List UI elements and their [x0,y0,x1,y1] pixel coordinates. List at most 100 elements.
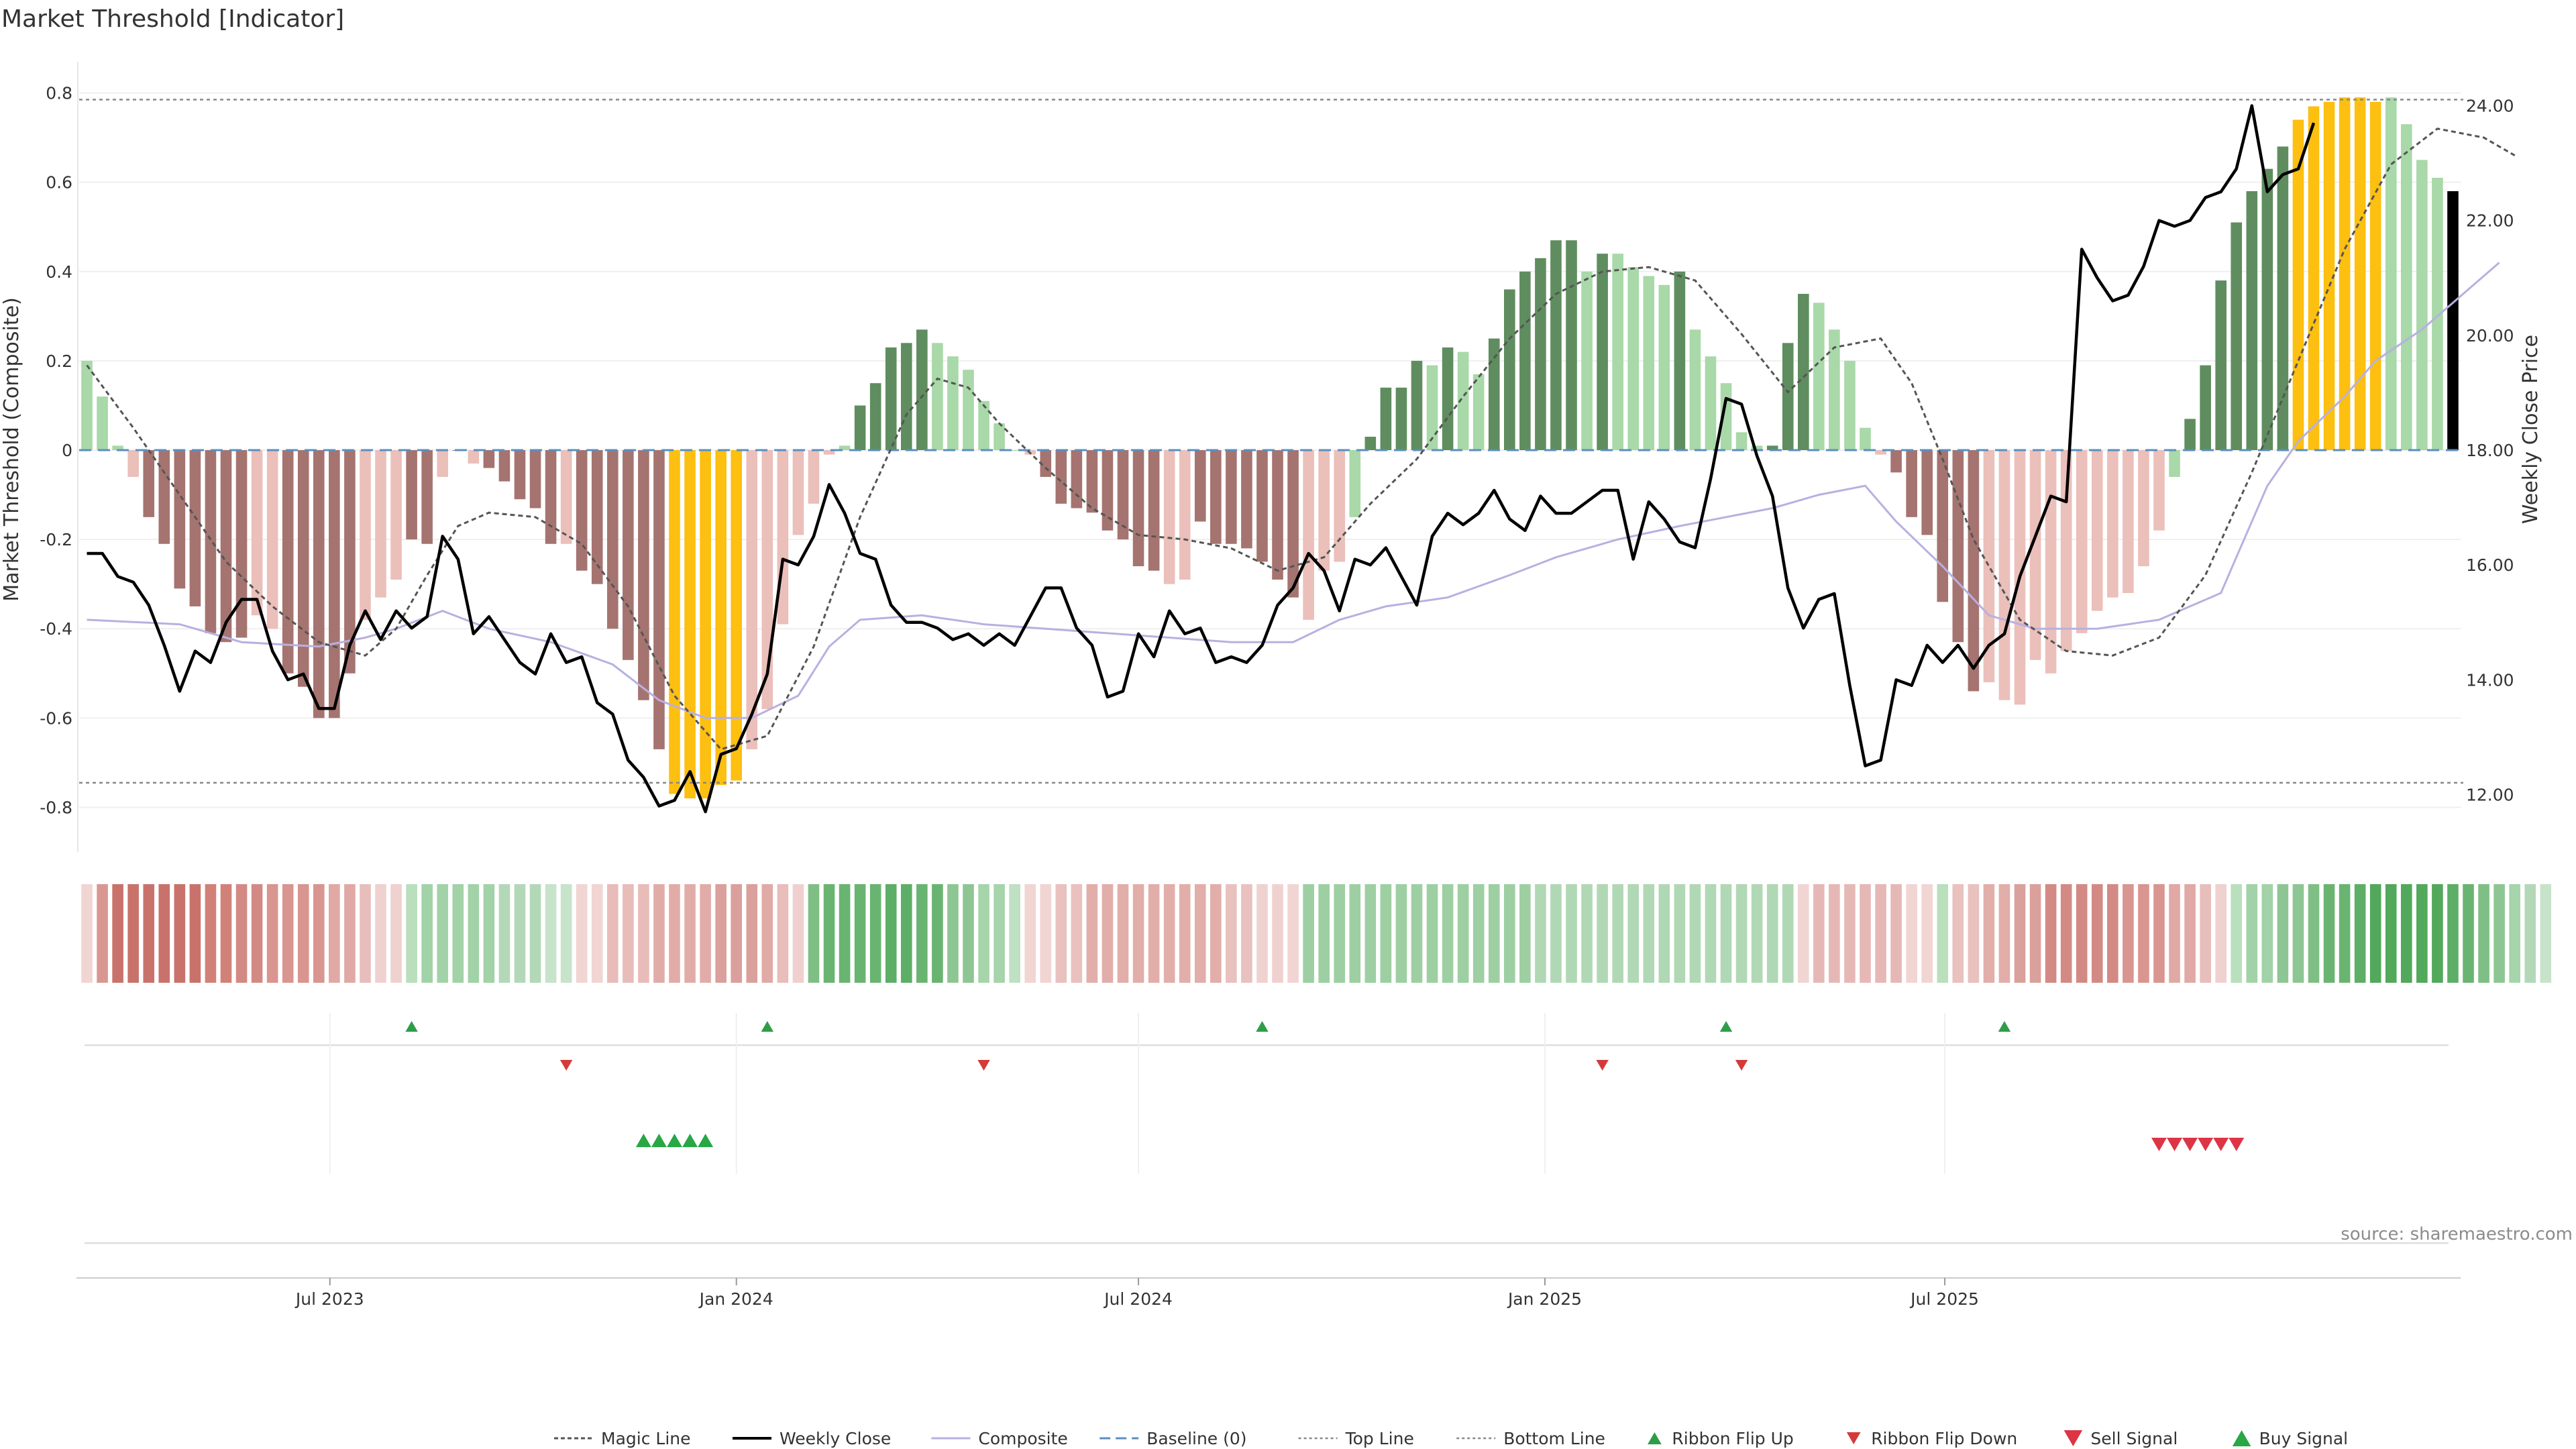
composite-bar [282,450,294,674]
ribbon-cell [792,884,804,983]
composite-bar [97,396,108,450]
composite-bar [916,329,928,450]
composite-bar [1256,450,1268,562]
ribbon-cell [2029,884,2041,983]
y-left-tick-label: -0.4 [40,619,72,639]
composite-bar [2277,146,2289,450]
ribbon-cell [1921,884,1933,983]
ribbon-cell [1550,884,1562,983]
ribbon-cell [97,884,108,983]
ribbon-cell [220,884,232,983]
x-tick-label: Jul 2024 [1103,1289,1173,1309]
composite-bar [1674,271,1686,450]
ribbon-cell [2339,884,2351,983]
ribbon-cell [545,884,557,983]
composite-bar [1071,450,1083,508]
ribbon-flip-up-marker [761,1021,774,1032]
composite-bar [406,450,417,540]
weekly-close-line [87,104,2316,814]
ribbon-cell [1998,884,2010,983]
composite-bar [2045,450,2057,674]
composite-bar [1272,450,1283,580]
ribbon-cell [1426,884,1438,983]
y-right-tick-label: 18.00 [2466,441,2514,460]
composite-bar [715,450,727,786]
ribbon-cell [1782,884,1794,983]
composite-bar [2091,450,2103,611]
composite-bar [1983,450,1995,683]
composite-bar [1689,329,1701,450]
axes: 0.8 0.6 0.4 0.2 0 -0.2 -0.4 -0.6 -0.8 24.00 22.00 2… [40,62,2514,852]
composite-bar [1643,276,1655,450]
ribbon-cell [947,884,959,983]
ribbon-cell [746,884,758,983]
composite-bar [437,450,449,477]
ribbon-cell [2153,884,2165,983]
x-axis: Jul 2023 Jan 2024 Jul 2024 Jan 2025 Jul 2025 [76,1277,2461,1309]
ribbon-cell [963,884,974,983]
ribbon-flip-down-marker [559,1060,573,1071]
composite-bar [591,450,603,584]
composite-bar [839,445,851,450]
composite-bar [375,450,386,598]
ribbon-cell [916,884,928,983]
ribbon-cell [869,884,881,983]
composite-bar [266,450,278,629]
composite-bar [1844,360,1856,450]
sell-signal-marker [2213,1138,2229,1151]
composite-bar [2123,450,2134,593]
ribbon-cell [1983,884,1995,983]
legend-label-bottom: Bottom Line [1503,1429,1605,1448]
ribbon-cell [1627,884,1640,983]
composite-bar [1797,294,1809,450]
composite-bar [1488,338,1500,450]
composite-bar [174,450,186,589]
ribbon-flip-up-marker [1998,1021,2011,1032]
y-right-tick-label: 20.00 [2466,326,2514,345]
ribbon-cell [731,884,743,983]
ribbon-cell [2478,884,2489,983]
ribbon-cell [251,884,263,983]
composite-bar [1890,450,1902,473]
ribbon-cell [761,884,773,983]
sell-signal-marker [2198,1138,2214,1151]
y-left-tick-label: -0.6 [40,708,72,728]
legend-label-flipup: Ribbon Flip Up [1672,1429,1793,1448]
composite-bar [205,450,217,633]
composite-bar [2246,191,2258,450]
legend-label-sell: Sell Signal [2090,1429,2178,1448]
legend-swatch-sell [2063,1430,2083,1446]
ribbon-cell [823,884,835,983]
composite-bar [1906,450,1917,517]
composite-bar [994,423,1005,450]
composite-bar [143,450,155,517]
ribbon-cell [282,884,294,983]
composite-bar [963,370,974,450]
composite-bar [932,343,943,450]
composite-bar [251,450,263,616]
ribbon-cell [390,884,402,983]
composite-bar [869,383,881,450]
signal-markers [85,1013,2449,1244]
ribbon-cell [1472,884,1485,983]
ribbon-cell [1504,884,1515,983]
composite-bar [1287,450,1299,598]
ribbon-cell [375,884,386,983]
composite-bar [1581,271,1593,450]
ribbon-cell [1952,884,1964,983]
ribbon-flip-up-marker [1719,1021,1733,1032]
ribbon-cell [1055,884,1067,983]
ribbon-cell [2401,884,2412,983]
composite-bar [1411,360,1423,450]
composite-bar [2107,450,2118,598]
ribbon-cell [174,884,186,983]
ribbon-cell [1643,884,1655,983]
composite-bar [1303,450,1314,620]
composite-bar [854,405,866,450]
ribbon-cell [1535,884,1546,983]
legend-label-close: Weekly Close [780,1429,891,1448]
composite-line [87,262,2500,719]
y-right-tick-label: 12.00 [2466,785,2514,804]
composite-bar [1163,450,1175,584]
legend-item-sell: Sell Signal [2063,1429,2178,1448]
